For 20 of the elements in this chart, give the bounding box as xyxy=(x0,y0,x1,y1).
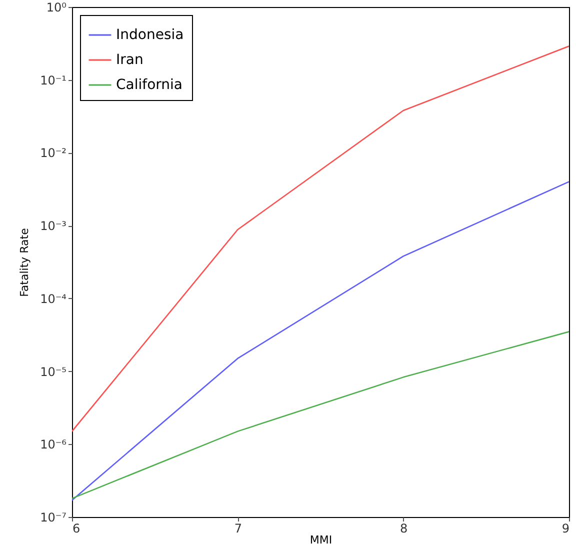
x-axis-title: MMI xyxy=(310,534,332,546)
legend-label: California xyxy=(116,77,182,93)
y-tick-label: 10⁻² xyxy=(40,146,67,160)
line-series xyxy=(72,330,569,500)
x-tick-label: 9 xyxy=(562,522,570,536)
x-tick-label: 6 xyxy=(72,522,80,536)
x-tick-label: 7 xyxy=(234,522,242,536)
y-tick-label: 10⁻³ xyxy=(40,219,67,234)
y-tick-label: 10⁻⁷ xyxy=(40,510,67,524)
y-tick-label: 10⁻⁴ xyxy=(40,292,67,306)
y-tick-label: 10⁻⁵ xyxy=(40,364,67,379)
y-tick-label: 10⁻⁶ xyxy=(40,438,67,452)
y-tick-label: 10⁰ xyxy=(46,0,67,14)
line-series xyxy=(72,46,569,432)
line-series xyxy=(72,181,569,501)
legend-label: Iran xyxy=(116,52,144,68)
y-axis-title: Fatality Rate xyxy=(18,228,32,297)
y-tick-label: 10⁻¹ xyxy=(40,73,67,88)
x-tick-label: 8 xyxy=(400,522,408,536)
legend-label: Indonesia xyxy=(116,27,184,43)
